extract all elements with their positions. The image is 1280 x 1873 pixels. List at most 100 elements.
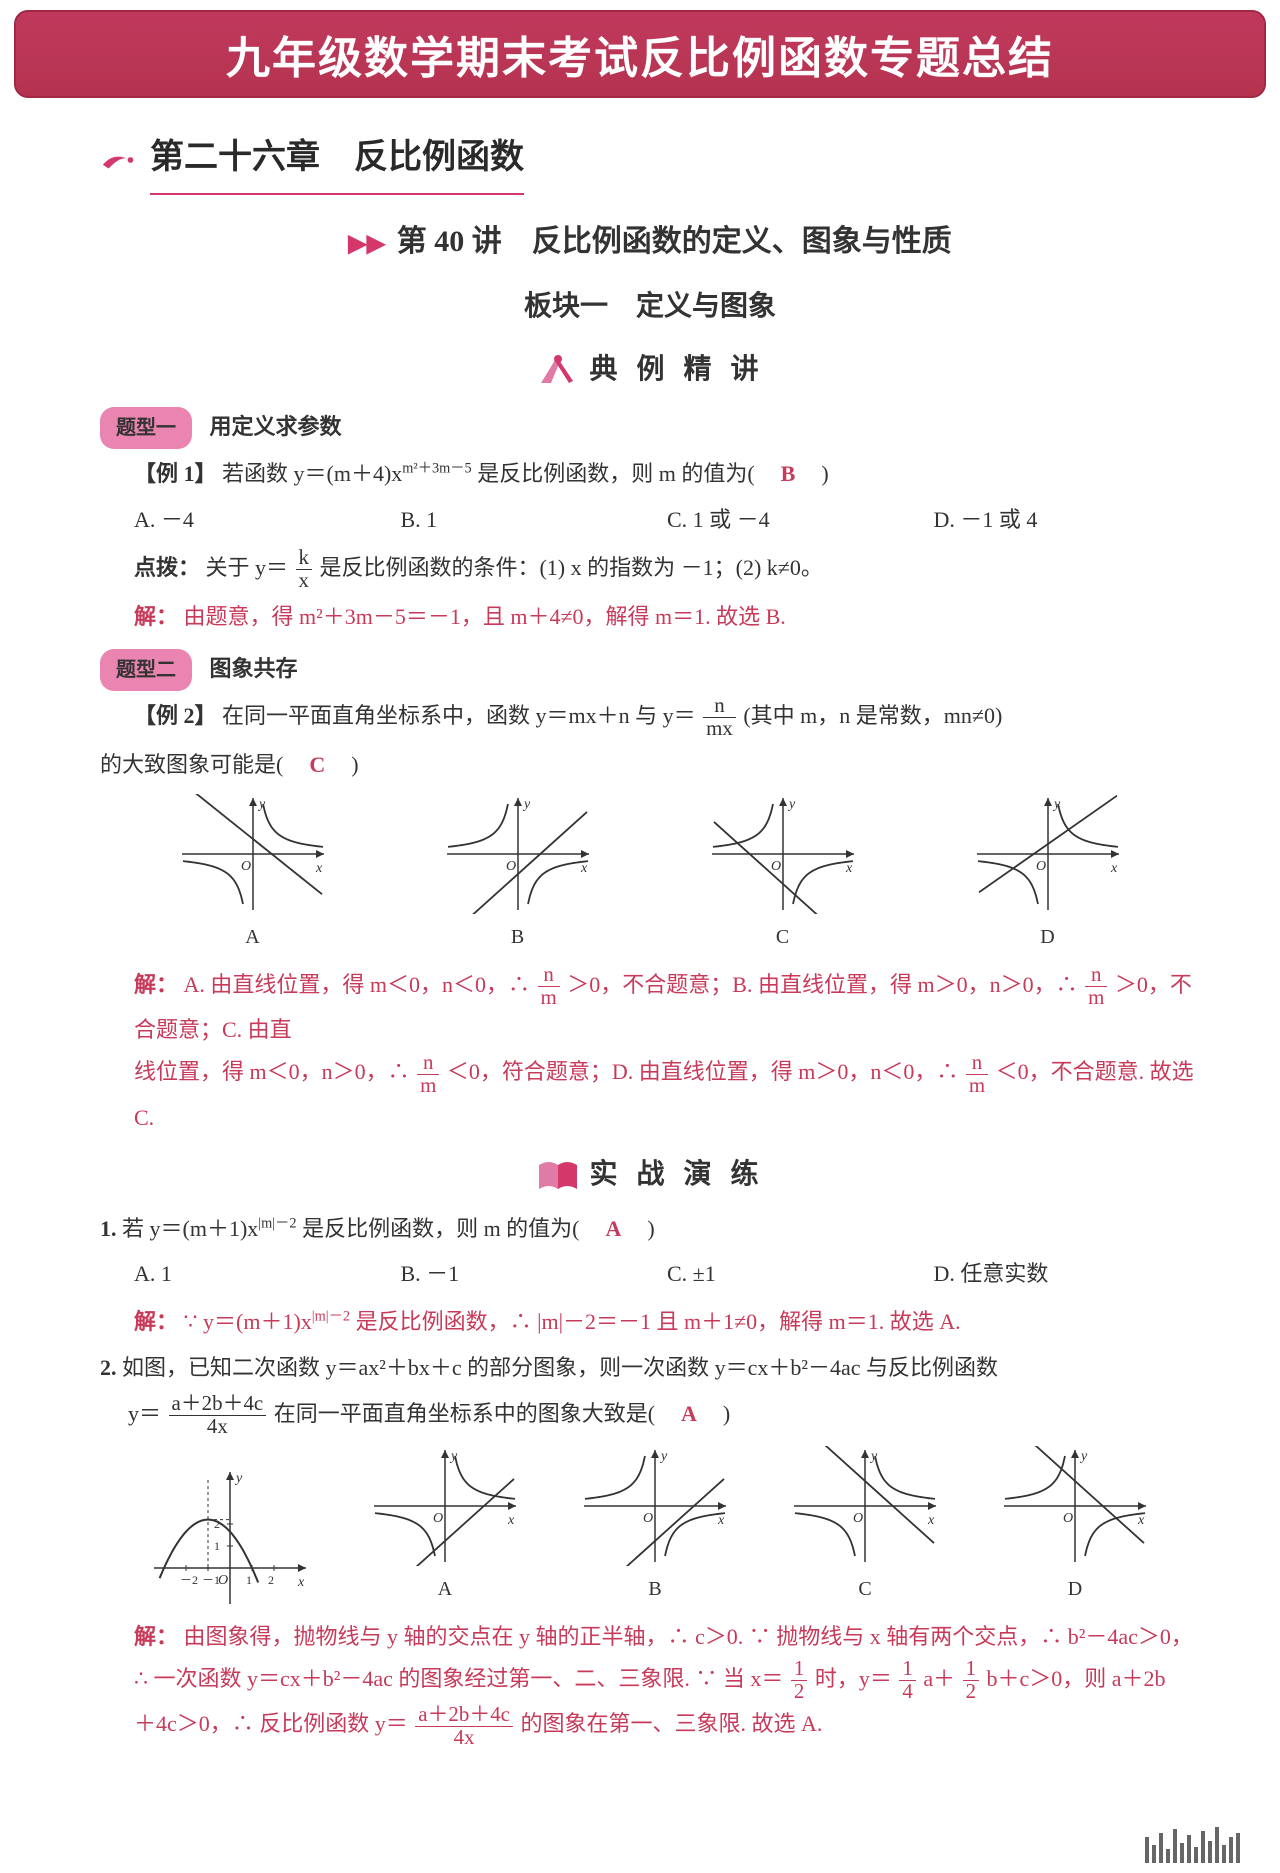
content: 第二十六章 反比例函数 ▶▶ 第 40 讲 反比例函数的定义、图象与性质 板块一… bbox=[0, 108, 1280, 1783]
svg-text:O: O bbox=[771, 859, 781, 874]
ex2-line2-a: 的大致图象可能是( bbox=[100, 752, 305, 777]
svg-text:O: O bbox=[433, 1511, 443, 1526]
p1-sol-label: 解： bbox=[134, 1309, 178, 1334]
ex1-hint-label: 点拨： bbox=[134, 555, 200, 580]
block-title: 板块一 定义与图象 bbox=[100, 280, 1200, 333]
section-examples-heading: 典 例 精 讲 bbox=[100, 343, 1200, 396]
p2-line2-c: ) bbox=[701, 1401, 730, 1426]
p1-sol-a: ∵ y＝(m＋1)x bbox=[184, 1309, 312, 1334]
svg-text:y: y bbox=[522, 797, 531, 812]
p2-chart-c: OxyC bbox=[790, 1446, 940, 1608]
p2-frac-half: 12 bbox=[791, 1658, 807, 1703]
p2-answer: A bbox=[677, 1401, 701, 1426]
ex1-opt-d: D. －1 或 4 bbox=[934, 499, 1201, 541]
ex2-sol-label: 解： bbox=[134, 972, 178, 997]
p1-stem-a: 若 y＝(m＋1)x bbox=[122, 1216, 258, 1241]
ex1-hint-a: 关于 y＝ bbox=[206, 555, 289, 580]
ex1-stem-b: 是反比例函数，则 m 的值为( bbox=[472, 461, 777, 486]
ex2-sol-frac4: nm bbox=[966, 1052, 988, 1097]
p2-sol-d: a＋ bbox=[923, 1666, 955, 1691]
svg-text:x: x bbox=[507, 1513, 515, 1528]
section-examples-label: 典 例 精 讲 bbox=[589, 343, 764, 396]
svg-text:O: O bbox=[643, 1511, 653, 1526]
type2-row: 题型二 图象共存 bbox=[100, 648, 1200, 691]
type1-pill: 题型一 bbox=[100, 407, 192, 449]
p1-sol-exp: |m|－2 bbox=[312, 1309, 350, 1325]
p2-num: 2. bbox=[100, 1355, 117, 1380]
ex1-sol-label: 解： bbox=[134, 604, 178, 629]
ex1-stem-c: ) bbox=[799, 461, 828, 486]
p2-sol-label: 解： bbox=[134, 1624, 178, 1649]
ex1-opt-c: C. 1 或 －4 bbox=[667, 499, 934, 541]
chapter-row: 第二十六章 反比例函数 bbox=[100, 126, 1200, 195]
p2-line2: y＝ a＋2b＋4c4x 在同一平面直角坐标系中的图象大致是( A ) bbox=[128, 1393, 1200, 1438]
ex2-chart-a: OxyA bbox=[178, 794, 328, 956]
ex2-sol-frac2: nm bbox=[1085, 964, 1107, 1009]
svg-text:y: y bbox=[1079, 1449, 1088, 1464]
p1-answer: A bbox=[602, 1216, 626, 1241]
ex1-label: 【例 1】 bbox=[134, 461, 217, 486]
ex2-stem-b: (其中 m，n 是常数，mn≠0) bbox=[743, 703, 1002, 728]
ex1-hint-frac: kx bbox=[296, 547, 312, 592]
svg-text:x: x bbox=[1110, 861, 1118, 876]
p1-exp: |m|－2 bbox=[258, 1215, 296, 1231]
svg-text:O: O bbox=[853, 1511, 863, 1526]
type2-pill: 题型二 bbox=[100, 649, 192, 691]
page-title: 九年级数学期末考试反比例函数专题总结 bbox=[36, 22, 1244, 86]
p2-line2-b: 在同一平面直角坐标系中的图象大致是( bbox=[274, 1401, 677, 1426]
svg-text:1: 1 bbox=[246, 1573, 252, 1587]
footer bbox=[0, 1813, 1280, 1873]
ex1-sol-text: 由题意，得 m²＋3m－5＝－1，且 m＋4≠0，解得 m＝1. 故选 B. bbox=[184, 604, 786, 629]
ex2-sol-frac1: nm bbox=[538, 964, 560, 1009]
ex2-stem: 【例 2】 在同一平面直角坐标系中，函数 y＝mx＋n 与 y＝ nmx (其中… bbox=[134, 695, 1200, 740]
p2-solution: 解： 由图象得，抛物线与 y 轴的交点在 y 轴的正半轴，∴ c＞0. ∵ 抛物… bbox=[134, 1616, 1200, 1749]
ex1-hint: 点拨： 关于 y＝ kx 是反比例函数的条件：(1) x 的指数为 －1；(2)… bbox=[134, 547, 1200, 592]
type1-row: 题型一 用定义求参数 bbox=[100, 406, 1200, 449]
ex1-hint-b: 是反比例函数的条件：(1) x 的指数为 －1；(2) k≠0。 bbox=[319, 555, 822, 580]
ex1-options: A. －4 B. 1 C. 1 或 －4 D. －1 或 4 bbox=[134, 499, 1200, 541]
chevrons-icon: ▶▶ bbox=[348, 231, 385, 257]
ex2-stem-a: 在同一平面直角坐标系中，函数 y＝mx＋n 与 y＝ bbox=[222, 703, 696, 728]
p1-stem-c: ) bbox=[625, 1216, 654, 1241]
svg-text:y: y bbox=[659, 1449, 668, 1464]
p1-opt-a: A. 1 bbox=[134, 1253, 401, 1295]
svg-text:2: 2 bbox=[268, 1573, 274, 1587]
ex2-label: 【例 2】 bbox=[134, 703, 217, 728]
p1-num: 1. bbox=[100, 1216, 117, 1241]
p2-sol-c: 时，y＝ bbox=[815, 1666, 892, 1691]
chapter-title: 第二十六章 反比例函数 bbox=[150, 126, 524, 195]
swoosh-icon bbox=[100, 145, 140, 175]
p2-sol-b: ∴ 一次函数 y＝cx＋b²－4ac 的图象经过第一、二、三象限. ∵ 当 x＝ bbox=[134, 1666, 783, 1691]
ex1-stem: 【例 1】 若函数 y＝(m＋4)xm²＋3m－5 是反比例函数，则 m 的值为… bbox=[134, 453, 1200, 495]
svg-text:x: x bbox=[927, 1513, 935, 1528]
ex1-opt-a: A. －4 bbox=[134, 499, 401, 541]
ex1-answer: B bbox=[777, 461, 800, 486]
svg-text:y: y bbox=[234, 1471, 243, 1486]
svg-text:－2: －2 bbox=[180, 1573, 198, 1587]
lecture-title: 第 40 讲 反比例函数的定义、图象与性质 bbox=[397, 225, 952, 258]
p1-solution: 解： ∵ y＝(m＋1)x|m|－2 是反比例函数，∴ |m|－2＝－1 且 m… bbox=[134, 1301, 1200, 1343]
ex2-answer: C bbox=[305, 752, 329, 777]
p2-parabola: Oxy－2－11212 bbox=[150, 1468, 310, 1608]
svg-text:1: 1 bbox=[214, 1539, 220, 1553]
svg-text:x: x bbox=[315, 861, 323, 876]
section-practice-label: 实 战 演 练 bbox=[589, 1148, 764, 1201]
svg-text:x: x bbox=[845, 861, 853, 876]
p2-frac-q: 14 bbox=[899, 1658, 915, 1703]
p2-charts: Oxy－2－11212 OxyA OxyB OxyC OxyD bbox=[120, 1446, 1180, 1608]
ex2-frac1: nmx bbox=[703, 695, 736, 740]
ex1-stem-a: 若函数 y＝(m＋4)x bbox=[222, 461, 402, 486]
lecture-row: ▶▶ 第 40 讲 反比例函数的定义、图象与性质 bbox=[100, 213, 1200, 270]
p1-options: A. 1 B. －1 C. ±1 D. 任意实数 bbox=[134, 1253, 1200, 1295]
p2-sol-l3a: ＋4c＞0，∴ 反比例函数 y＝ bbox=[134, 1711, 408, 1736]
type2-name: 图象共存 bbox=[210, 656, 298, 681]
section-practice-heading: 实 战 演 练 bbox=[100, 1148, 1200, 1201]
svg-text:O: O bbox=[506, 859, 516, 874]
p1-opt-c: C. ±1 bbox=[667, 1253, 934, 1295]
ex2-sol-frac3: nm bbox=[417, 1052, 439, 1097]
p2-frac-main2: a＋2b＋4c4x bbox=[415, 1704, 513, 1749]
p2-chart-b: OxyB bbox=[580, 1446, 730, 1608]
p2-sol-l3b: 的图象在第一、三象限. 故选 A. bbox=[520, 1711, 822, 1736]
ex2-sol-a: A. 由直线位置，得 m＜0，n＜0，∴ bbox=[184, 972, 531, 997]
svg-text:x: x bbox=[717, 1513, 725, 1528]
